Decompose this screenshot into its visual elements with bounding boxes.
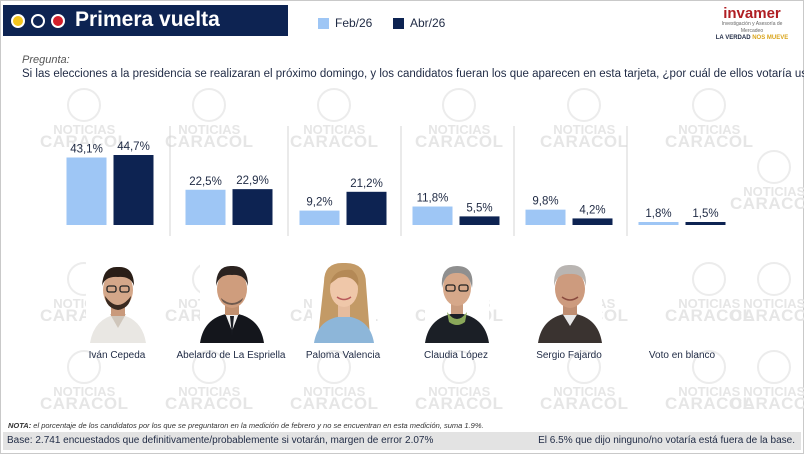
legend-item-feb: Feb/26 [318,16,372,30]
candidate-espriella [186,256,296,346]
bar-abr-4 [459,216,500,225]
footer-bar: Base: 2.741 encuestados que definitivame… [3,432,801,450]
candidate-name-2: Abelardo de La Espriella [176,350,286,361]
red-dot-icon [51,14,65,28]
page-title: Primera vuelta [75,8,220,31]
legend-label-abr: Abr/26 [410,16,446,30]
data-label-abr-1: 44,7% [117,141,150,153]
portrait-espriella [200,256,264,343]
logo-subtitle: Investigación y Asesoría de Mercadeo [721,21,783,34]
data-label-feb-3: 9,2% [306,197,332,209]
logo-name: invamer [723,5,781,22]
data-label-feb-1: 43,1% [70,144,103,156]
data-label-feb-2: 22,5% [189,176,222,188]
candidate-valencia [298,256,408,346]
legend-label-feb: Feb/26 [335,16,373,30]
data-label-feb-6: 1,8% [645,208,671,220]
portrait-valencia [312,256,376,343]
candidate-lopez [411,256,521,346]
candidate-name-3: Paloma Valencia [305,350,381,361]
portrait-lopez [425,256,489,343]
bar-abr-1 [113,155,154,225]
header-bar: Primera vuelta [3,5,288,36]
data-label-abr-6: 1,5% [692,208,718,220]
data-label-abr-3: 21,2% [350,178,383,190]
question-label: Pregunta: [22,54,70,66]
logo-tagline: LA VERDAD NOS MUEVE [715,35,789,41]
vote-bar-chart: 43,1% 44,7% 22,5% 22,9% 9,2% 21,2% 11,8% 5,5% 9,… [66,126,726,236]
bar-abr-5 [572,218,613,225]
footer-exclusion-text: El 6.5% que dijo ninguno/no votaría está… [538,435,795,446]
bar-feb-5 [525,209,566,225]
candidate-name-1: Iván Cepeda [88,350,146,361]
footnote-label: NOTA: [8,421,32,430]
data-label-abr-2: 22,9% [236,175,269,187]
bar-feb-6 [638,222,679,225]
bar-feb-3 [299,210,340,225]
bar-abr-6 [685,222,726,225]
footnote-text: el porcentaje de los candidatos por los … [31,421,484,430]
legend-swatch-feb [318,17,329,29]
footer-base-text: Base: 2.741 encuestados que definitivame… [7,435,434,446]
logo-tagline-accent: NOS MUEVE [752,35,789,41]
blue-dot-icon [31,14,45,28]
data-label-feb-4: 11,8% [417,193,449,205]
bar-abr-3 [346,191,387,225]
candidate-name-5: Sergio Fajardo [536,350,602,361]
candidate-fajardo [524,256,634,346]
bar-abr-2 [232,189,273,225]
question-text: Si las elecciones a la presidencia se re… [22,68,804,80]
data-label-feb-5: 9,8% [532,196,558,208]
invamer-logo: invamer Investigación y Asesoría de Merc… [712,6,792,42]
portrait-fajardo [538,256,602,343]
candidate-cepeda [72,256,182,346]
bar-feb-4 [412,206,453,225]
footnote: NOTA: el porcentaje de los candidatos po… [8,421,484,430]
legend-swatch-abr [393,17,404,29]
legend-item-abr: Abr/26 [393,16,445,30]
candidate-name-6: Voto en blanco [648,350,716,361]
candidate-name-4: Claudia López [424,350,488,361]
portrait-cepeda [86,256,150,343]
bar-feb-1 [66,157,107,225]
data-label-abr-5: 4,2% [579,204,605,216]
bar-feb-2 [185,189,226,225]
yellow-dot-icon [11,14,25,28]
data-label-abr-4: 5,5% [466,202,492,214]
